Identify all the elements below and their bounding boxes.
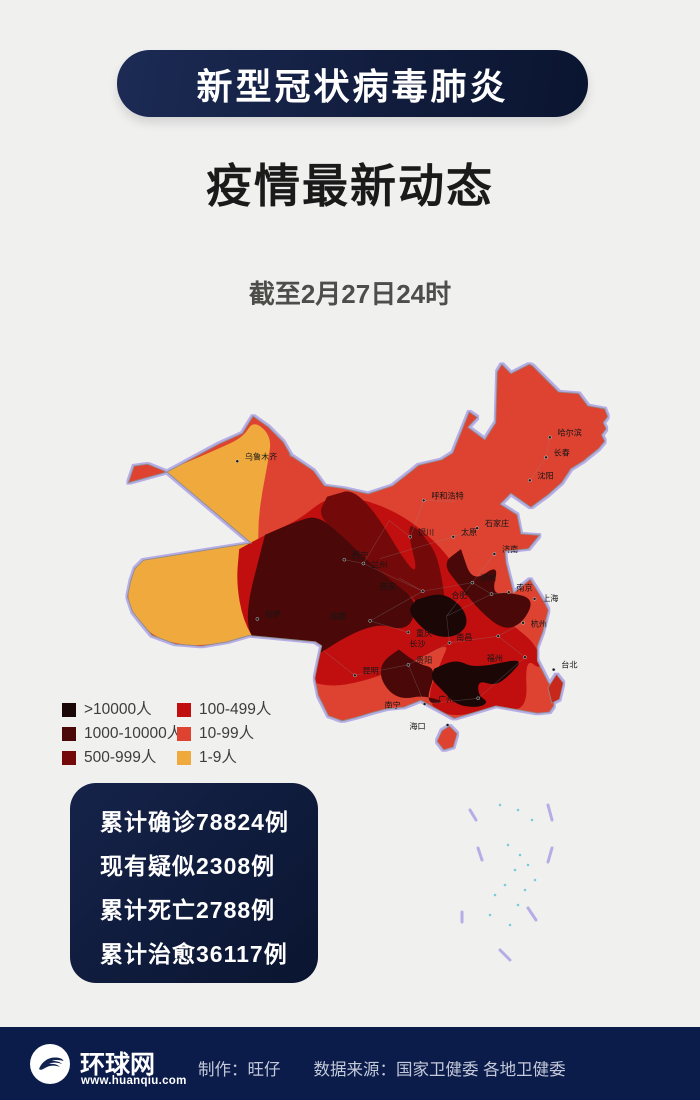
- svg-text:南昌: 南昌: [456, 632, 472, 642]
- svg-text:长春: 长春: [554, 447, 570, 457]
- svg-text:拉萨: 拉萨: [265, 609, 281, 619]
- svg-text:合肥: 合肥: [451, 590, 467, 600]
- svg-text:广州: 广州: [438, 694, 454, 704]
- svg-text:呼和浩特: 呼和浩特: [431, 491, 463, 501]
- svg-text:兰州: 兰州: [371, 559, 387, 569]
- svg-text:沈阳: 沈阳: [537, 470, 553, 480]
- svg-text:西宁: 西宁: [352, 550, 368, 560]
- svg-text:成都: 成都: [330, 611, 346, 621]
- svg-text:贵阳: 贵阳: [416, 655, 432, 665]
- svg-text:郑州: 郑州: [480, 573, 496, 583]
- svg-text:乌鲁木齐: 乌鲁木齐: [245, 451, 277, 461]
- svg-text:济南: 济南: [502, 544, 518, 554]
- svg-text:重庆: 重庆: [416, 628, 432, 638]
- svg-text:长沙: 长沙: [409, 639, 425, 649]
- svg-text:西安: 西安: [380, 581, 396, 591]
- svg-text:海口: 海口: [409, 721, 425, 731]
- svg-text:石家庄: 石家庄: [485, 518, 509, 528]
- svg-text:昆明: 昆明: [362, 666, 378, 675]
- svg-text:上海: 上海: [542, 593, 558, 603]
- svg-text:太原: 太原: [461, 527, 477, 537]
- svg-text:台北: 台北: [561, 660, 577, 670]
- svg-text:银川: 银川: [418, 527, 434, 537]
- svg-text:哈尔滨: 哈尔滨: [557, 427, 581, 437]
- svg-text:福州: 福州: [487, 654, 503, 663]
